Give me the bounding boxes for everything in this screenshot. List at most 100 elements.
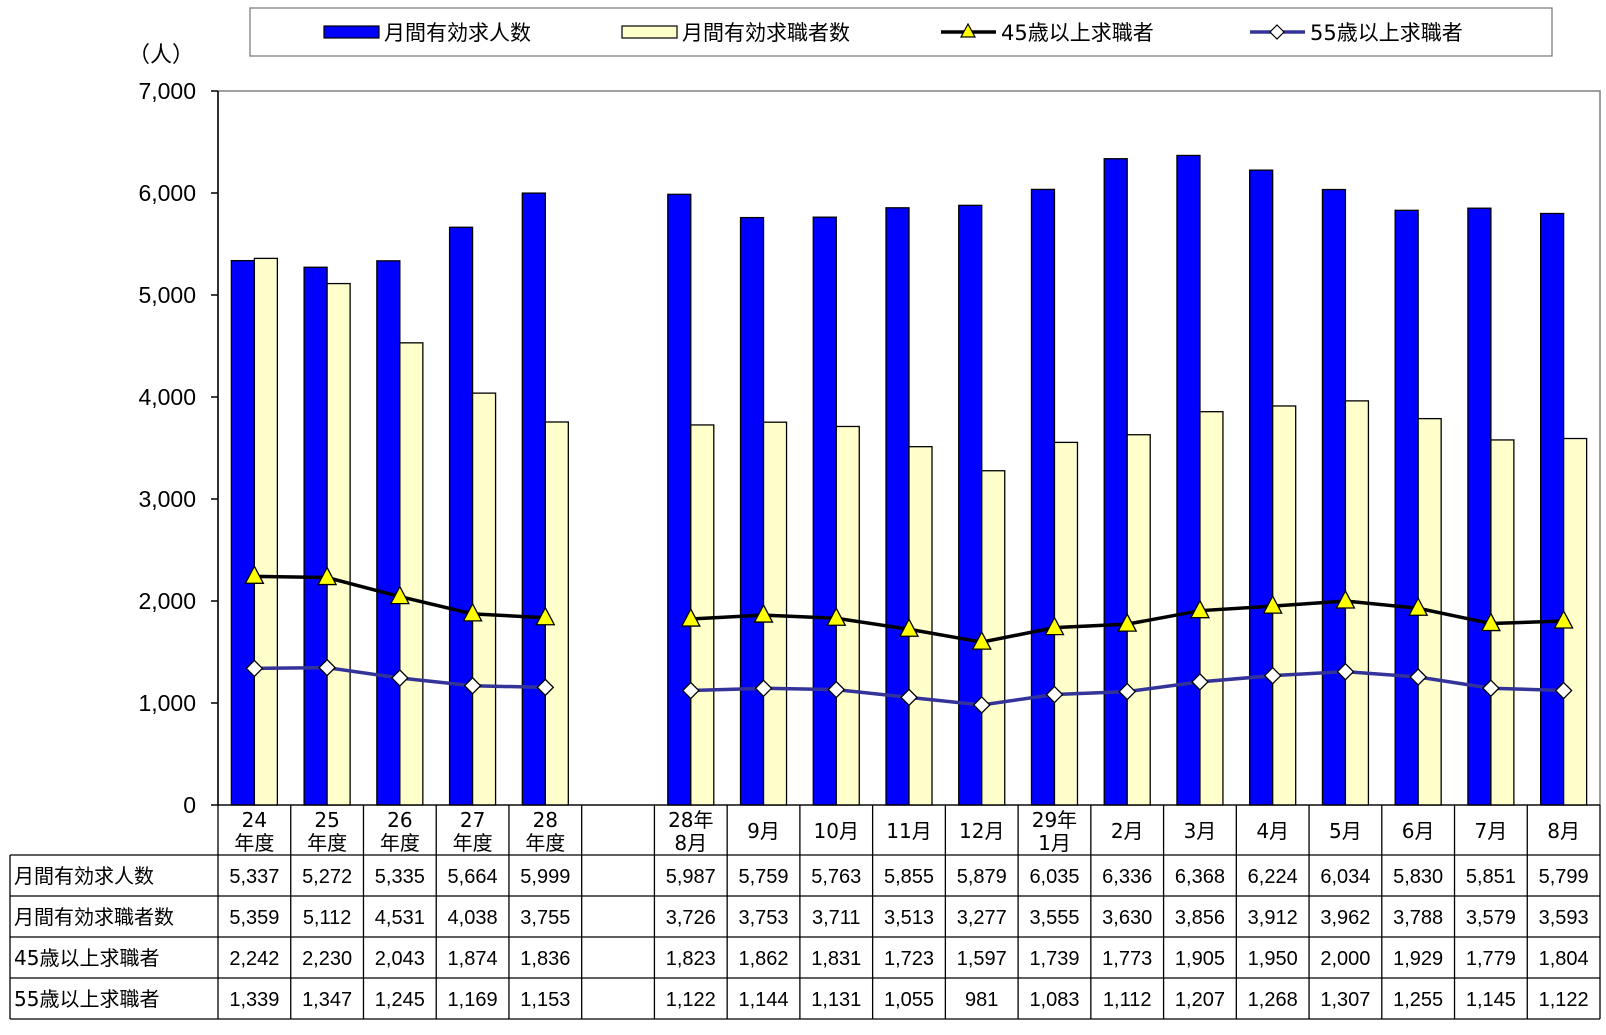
bar-job-openings <box>1394 209 1419 806</box>
table-cell: 5,759 <box>738 866 788 888</box>
table-cell: 3,711 <box>812 907 861 929</box>
category-label: 24 <box>242 808 267 832</box>
category-label: 3月 <box>1184 819 1217 843</box>
triangle-marker <box>680 607 701 627</box>
triangle-marker <box>317 566 338 586</box>
line-series <box>244 564 1574 714</box>
table-cell: 1,122 <box>666 989 716 1011</box>
category-label: 年度 <box>525 831 565 855</box>
table-cell: 1,597 <box>957 948 1007 970</box>
table-cell: 3,513 <box>884 907 934 929</box>
y-tick-label: 4,000 <box>138 384 196 410</box>
diamond-marker <box>536 678 555 697</box>
legend-marker <box>1269 24 1285 40</box>
table-cell: 1,950 <box>1248 948 1298 970</box>
table-cell: 5,999 <box>520 866 570 888</box>
diamond-marker <box>1118 682 1137 701</box>
category-label: 5月 <box>1329 819 1362 843</box>
table-cell: 1,874 <box>448 948 498 970</box>
triangle-marker <box>462 602 483 622</box>
table-cell: 1,144 <box>738 989 788 1011</box>
legend-label: 月間有効求人数 <box>384 21 531 45</box>
triangle-marker <box>1408 596 1429 616</box>
table-cell: 3,788 <box>1393 907 1443 929</box>
y-tick-label: 2,000 <box>138 588 196 614</box>
bar-job-openings <box>958 204 983 806</box>
category-label: 8月 <box>674 831 707 855</box>
table-cell: 3,856 <box>1175 907 1225 929</box>
table-cell: 3,912 <box>1248 907 1298 929</box>
table-cell: 1,862 <box>738 948 788 970</box>
diamond-marker <box>754 679 773 698</box>
table-cell: 1,169 <box>448 989 498 1011</box>
table-cell: 1,773 <box>1102 948 1152 970</box>
table-cell: 3,277 <box>957 907 1007 929</box>
bar-job-openings <box>1176 154 1201 806</box>
bar-job-openings <box>1249 169 1274 806</box>
legend-label: 55歳以上求職者 <box>1310 21 1463 45</box>
triangle-marker <box>1189 599 1211 619</box>
diamond-marker <box>827 680 846 699</box>
diamond-marker <box>900 688 918 707</box>
triangle-marker <box>1117 612 1138 632</box>
bar-job-openings <box>1103 158 1128 806</box>
diamond-marker <box>1481 679 1500 698</box>
table-cell: 5,272 <box>302 866 352 888</box>
table-cell: 1,245 <box>375 989 425 1011</box>
triangle-marker <box>1553 609 1574 629</box>
category-label: 6月 <box>1402 819 1435 843</box>
category-label: 12月 <box>959 819 1004 843</box>
bar-job-openings <box>1539 212 1565 806</box>
table-cell: 1,145 <box>1466 989 1516 1011</box>
table-cell: 1,823 <box>666 948 716 970</box>
table-cell: 5,664 <box>448 866 498 888</box>
bar-job-openings <box>1467 207 1492 806</box>
diamond-marker <box>318 658 337 677</box>
table-cell: 5,851 <box>1466 866 1516 888</box>
triangle-marker <box>1262 594 1283 614</box>
legend-label: 45歳以上求職者 <box>1001 21 1154 45</box>
legend-marker <box>959 22 977 38</box>
table-cell: 1,929 <box>1393 948 1443 970</box>
table-row-name: 月間有効求人数 <box>14 864 154 888</box>
diamond-marker <box>1263 666 1282 685</box>
table-row-name: 55歳以上求職者 <box>14 987 159 1011</box>
diamond-marker <box>972 696 991 714</box>
table-cell: 1,255 <box>1393 989 1443 1011</box>
table-cell: 3,630 <box>1102 907 1152 929</box>
category-label: 10月 <box>814 819 859 843</box>
table-cell: 6,035 <box>1029 866 1079 888</box>
table-cell: 1,268 <box>1248 989 1298 1011</box>
triangle-marker <box>1480 612 1501 632</box>
bar-job-openings <box>448 226 474 806</box>
table-cell: 6,336 <box>1102 866 1152 888</box>
table-cell: 5,763 <box>811 866 861 888</box>
bar-job-openings <box>303 266 328 806</box>
bar-job-seekers <box>471 392 497 806</box>
diamond-marker <box>1554 681 1573 700</box>
category-label: 26 <box>387 808 412 832</box>
table-cell: 5,879 <box>957 866 1007 888</box>
table-cell: 5,359 <box>229 907 279 929</box>
table-cell: 1,779 <box>1466 948 1516 970</box>
y-axis-unit-label: （人） <box>128 43 194 68</box>
diamond-marker <box>245 659 264 678</box>
category-label: 年度 <box>380 831 420 855</box>
table-cell: 1,804 <box>1539 948 1589 970</box>
table-cell: 1,739 <box>1029 948 1079 970</box>
table-cell: 1,112 <box>1103 989 1152 1011</box>
table-cell: 2,043 <box>375 948 425 970</box>
category-label: 4月 <box>1256 819 1289 843</box>
bar-job-openings <box>1321 188 1347 806</box>
table-cell: 1,723 <box>884 948 934 970</box>
table-cell: 5,337 <box>229 866 279 888</box>
bar-job-openings <box>1030 188 1056 806</box>
bar-job-openings <box>376 260 401 806</box>
y-tick-label: 0 <box>183 792 196 818</box>
bar-job-seekers <box>253 257 279 806</box>
diamond-marker <box>1336 662 1355 681</box>
category-label: 年度 <box>307 831 347 855</box>
triangle-marker <box>1335 589 1356 609</box>
